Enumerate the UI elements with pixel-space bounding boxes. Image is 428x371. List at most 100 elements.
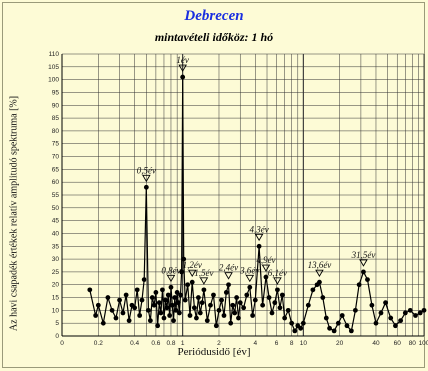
data-point xyxy=(413,313,418,318)
data-point xyxy=(310,287,316,293)
data-point xyxy=(93,313,99,318)
peak-label: 1év xyxy=(176,55,189,65)
peak-label: 4,9év xyxy=(256,255,275,265)
y-tick-label: 25 xyxy=(52,269,60,276)
peak-label: 3,6év xyxy=(239,265,259,275)
data-point xyxy=(252,297,258,303)
x-axis-label: Periódusidő [év] xyxy=(177,346,251,358)
data-point xyxy=(145,307,151,313)
x-tick-label: 0.8 xyxy=(166,340,175,347)
data-point xyxy=(178,292,183,298)
data-point xyxy=(335,320,341,326)
data-point xyxy=(241,305,247,311)
y-tick-label: 50 xyxy=(52,205,60,212)
y-tick-label: 5 xyxy=(55,320,59,327)
data-point xyxy=(398,318,404,324)
data-point xyxy=(219,297,224,303)
data-point xyxy=(155,323,161,329)
data-point xyxy=(292,328,298,334)
y-tick-label: 40 xyxy=(52,230,60,237)
x-tick-label: 40 xyxy=(372,340,380,347)
x-tick-label: 2 xyxy=(217,340,221,347)
y-tick-label: 70 xyxy=(52,154,60,161)
data-point xyxy=(421,307,427,313)
data-point xyxy=(211,292,216,298)
peak-label: 1,5év xyxy=(194,268,213,278)
data-point xyxy=(327,325,332,331)
data-point xyxy=(113,315,119,321)
data-point xyxy=(158,310,164,316)
data-point xyxy=(260,302,266,308)
data-point xyxy=(137,313,143,318)
data-point xyxy=(232,310,238,316)
data-point xyxy=(179,269,185,275)
data-point xyxy=(221,313,227,318)
y-tick-label: 15 xyxy=(52,295,60,302)
data-point xyxy=(161,315,167,321)
y-tick-label: 105 xyxy=(48,64,59,71)
data-point xyxy=(236,315,241,321)
y-tick-label: 80 xyxy=(52,128,60,135)
data-point xyxy=(185,282,191,288)
peak-label: 0,5év xyxy=(137,165,156,175)
data-point xyxy=(216,307,222,313)
chart-title: Debrecen xyxy=(184,8,244,24)
data-point xyxy=(174,290,180,295)
data-point xyxy=(201,287,207,293)
data-point xyxy=(226,282,231,288)
data-point xyxy=(189,279,195,285)
x-tick-label: 0.2 xyxy=(94,340,103,347)
peak-marker xyxy=(142,174,151,183)
data-point xyxy=(348,328,354,334)
data-point xyxy=(177,310,182,316)
data-point xyxy=(191,305,197,311)
data-point xyxy=(378,310,384,316)
data-point xyxy=(285,307,291,313)
data-point xyxy=(199,300,205,306)
y-tick-label: 95 xyxy=(52,89,60,96)
data-point xyxy=(180,74,186,80)
x-tick-label: 4 xyxy=(254,340,258,347)
x-tick-label: 6 xyxy=(275,340,279,347)
data-point xyxy=(151,302,157,308)
data-point xyxy=(356,282,362,288)
data-point xyxy=(361,269,366,275)
data-point xyxy=(156,300,162,306)
peak-marker xyxy=(315,269,324,278)
data-point xyxy=(298,325,304,331)
data-point xyxy=(208,302,213,308)
data-point xyxy=(182,297,188,303)
data-point xyxy=(373,320,379,326)
x-tick-label: 1 xyxy=(181,340,185,347)
data-point xyxy=(383,300,388,306)
data-point xyxy=(369,302,375,308)
data-point xyxy=(175,300,181,306)
data-point xyxy=(365,277,370,282)
x-tick-label: 100 xyxy=(419,340,428,347)
data-point xyxy=(289,320,295,326)
data-point xyxy=(244,292,250,298)
peak-label: 31,5év xyxy=(351,250,376,260)
data-point xyxy=(195,295,201,300)
data-point xyxy=(132,305,138,311)
peak-marker xyxy=(178,64,187,72)
x-tick-label: 60 xyxy=(394,340,402,347)
data-point xyxy=(87,287,93,293)
data-point xyxy=(339,313,345,318)
data-point xyxy=(223,290,229,295)
y-tick-label: 55 xyxy=(52,192,60,199)
data-point xyxy=(263,274,269,280)
chart-subtitle: mintavételi időköz: 1 hó xyxy=(154,30,274,44)
x-tick-label: 0 xyxy=(60,340,64,347)
y-tick-label: 35 xyxy=(52,243,60,250)
peak-label: 1,2év xyxy=(183,260,202,270)
data-point xyxy=(187,313,193,318)
data-point xyxy=(105,295,111,300)
data-point xyxy=(147,318,153,324)
data-point xyxy=(275,287,280,293)
data-point xyxy=(143,184,149,190)
data-point xyxy=(204,318,210,324)
data-point xyxy=(117,297,122,303)
data-point xyxy=(256,243,262,249)
